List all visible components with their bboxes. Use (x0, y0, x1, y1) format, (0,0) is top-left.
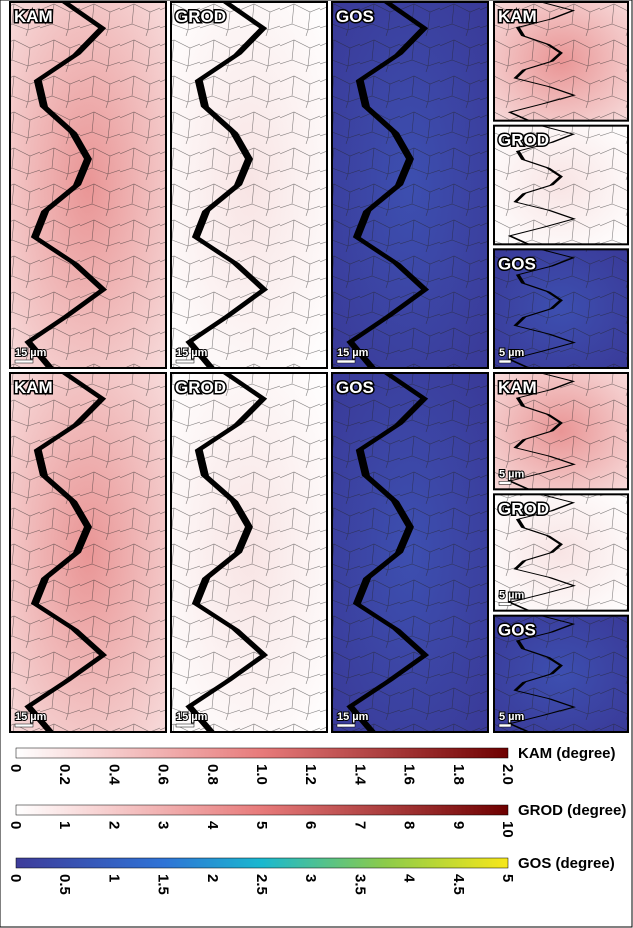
colorbar-tick-label: 3.5 (351, 874, 368, 895)
colorbar-tick-label: 5 (253, 821, 270, 829)
colorbar-tick-label: 0.8 (204, 764, 221, 785)
colorbar-tick-label: 4 (204, 821, 221, 830)
scale-bar (176, 724, 194, 727)
panel-label: GOS (498, 621, 536, 640)
scale-bar (499, 724, 511, 727)
colorbar-tick-label: 1.6 (401, 764, 418, 785)
grain-boundaries (171, 373, 327, 732)
panel-label: KAM (498, 7, 537, 26)
colorbar-tick-label: 0 (7, 764, 24, 772)
panel-label: GOS (336, 7, 374, 26)
colorbar-tick-label: 0.4 (105, 764, 122, 786)
colorbar-tick-label: 1.8 (450, 764, 467, 785)
map-panel: KAM 15 µm (10, 373, 166, 732)
map-panel: GROD 5 µm (494, 494, 628, 610)
colorbar-tick-label: 3 (155, 821, 172, 829)
panel-label: GROD (175, 7, 226, 26)
map-panel: GOS 15 µm (332, 373, 488, 732)
map-panel: GOS 5 µm (494, 249, 628, 368)
panel-label: GROD (498, 499, 549, 518)
grain-boundaries (10, 2, 166, 368)
colorbar-tick-label: 6 (302, 821, 319, 829)
scale-bar (499, 603, 511, 606)
colorbar-title: GOS (degree) (518, 855, 615, 872)
colorbar-tick-label: 1.0 (253, 764, 270, 785)
scale-bar-label: 15 µm (15, 347, 47, 359)
scale-bar (499, 481, 511, 484)
colorbar-tick-label: 0.5 (56, 874, 73, 895)
colorbar-tick-label: 1 (105, 874, 122, 882)
colorbar-tick-label: 4 (401, 874, 418, 883)
scale-bar-label: 15 µm (15, 711, 47, 723)
panel-label: GOS (336, 378, 374, 397)
scale-bar (15, 360, 33, 363)
colorbar-tick-label: 1.4 (351, 764, 368, 786)
panel-label: GROD (498, 131, 549, 150)
panel-label: KAM (14, 378, 53, 397)
colorbar-tick-label: 0.2 (56, 764, 73, 785)
scale-bar-label: 5 µm (499, 590, 525, 602)
grain-boundaries (332, 373, 488, 732)
scale-bar (499, 360, 511, 363)
colorbar-tick-label: 0 (7, 821, 24, 829)
colorbar (16, 858, 508, 868)
colorbar-tick-label: 1.2 (302, 764, 319, 785)
grain-boundaries (332, 2, 488, 368)
colorbar-tick-label: 4.5 (450, 874, 467, 895)
scale-bar (15, 724, 33, 727)
scale-bar (176, 360, 194, 363)
map-panel: GROD 15 µm (171, 373, 327, 732)
map-panel: KAM (494, 2, 628, 121)
scale-bar-label: 15 µm (176, 711, 208, 723)
scale-bar (337, 360, 355, 363)
scale-bar (337, 724, 355, 727)
colorbar-tick-label: 9 (450, 821, 467, 829)
grain-boundaries (10, 373, 166, 732)
figure: KAM15 µmGROD15 µmGOS15 µmKAMGRODGOS5 µmK… (0, 0, 633, 928)
colorbar-tick-label: 2 (204, 874, 221, 882)
map-panel: KAM 5 µm (494, 373, 628, 489)
scale-bar-label: 5 µm (499, 468, 525, 480)
scale-bar-label: 5 µm (499, 711, 525, 723)
scale-bar-label: 15 µm (176, 347, 208, 359)
grain-boundaries (171, 2, 327, 368)
map-panel: GOS 5 µm (494, 616, 628, 732)
colorbar-tick-label: 2.0 (499, 764, 516, 785)
colorbar-tick-label: 3 (302, 874, 319, 882)
panel-label: GROD (175, 378, 226, 397)
colorbar-tick-label: 2 (105, 821, 122, 829)
panel-label: KAM (498, 378, 537, 397)
colorbar-tick-label: 0 (7, 874, 24, 882)
colorbar-title: GROD (degree) (518, 802, 626, 819)
colorbar-tick-label: 7 (351, 821, 368, 829)
scale-bar-label: 15 µm (337, 347, 369, 359)
colorbar-tick-label: 8 (401, 821, 418, 829)
colorbar (16, 805, 508, 815)
scale-bar-label: 15 µm (337, 711, 369, 723)
colorbar-tick-label: 5 (499, 874, 516, 882)
colorbar-title: KAM (degree) (518, 745, 616, 762)
map-panel: GOS 15 µm (332, 2, 488, 368)
scale-bar-label: 5 µm (499, 347, 525, 359)
panel-label: KAM (14, 7, 53, 26)
colorbar-tick-label: 10 (499, 821, 516, 838)
map-panel: KAM 15 µm (10, 2, 166, 368)
map-panel: GROD (494, 126, 628, 245)
colorbar-tick-label: 1 (56, 821, 73, 829)
colorbar (16, 748, 508, 758)
map-panel: GROD 15 µm (171, 2, 327, 368)
panel-label: GOS (498, 254, 536, 273)
colorbar-tick-label: 2.5 (253, 874, 270, 895)
colorbar-tick-label: 0.6 (155, 764, 172, 785)
colorbar-tick-label: 1.5 (155, 874, 172, 895)
